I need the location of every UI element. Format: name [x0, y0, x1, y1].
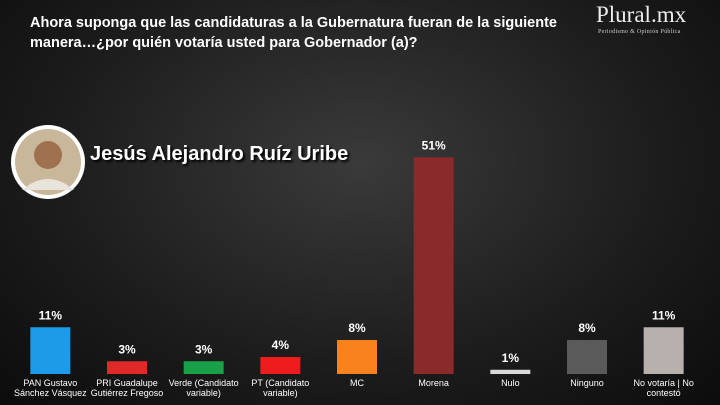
x-label-box: Ninguno: [570, 378, 604, 388]
value-label: 1%: [502, 351, 520, 365]
value-label: 3%: [195, 342, 213, 356]
x-tick-label: No votaría | No contestó: [633, 378, 694, 398]
x-tick-label: PT (Candidato variable): [251, 378, 310, 398]
logo: Plural.mx: [596, 2, 687, 27]
photo-face: [34, 141, 62, 169]
x-tick-label: Nulo: [501, 378, 520, 388]
bar: [107, 361, 147, 374]
x-tick-label: MC: [350, 378, 364, 388]
x-label-box: PAN Gustavo Sánchez Vásquez: [14, 378, 87, 398]
bar: [260, 357, 301, 374]
bar: [643, 327, 684, 374]
value-label: 51%: [422, 138, 446, 152]
value-label: 11%: [652, 308, 676, 322]
x-label-box: No votaría | No contestó: [633, 378, 694, 398]
bar: [337, 340, 377, 374]
value-label: 3%: [118, 342, 136, 356]
value-label: 4%: [272, 338, 290, 352]
title: Ahora suponga que las candidaturas a la …: [30, 15, 557, 51]
x-label-box: Verde (Candidato variable): [168, 378, 239, 398]
bar: [183, 361, 224, 374]
value-label: 11%: [39, 308, 63, 322]
bar: [413, 157, 454, 374]
x-tick-label: PAN Gustavo Sánchez Vásquez: [14, 378, 87, 398]
bar: [490, 369, 531, 374]
x-label-box: Nulo: [501, 378, 520, 388]
logo-tagline: Periodismo & Opinión Pública: [598, 29, 681, 35]
value-label: 8%: [348, 321, 366, 335]
candidate-name: Jesús Alejandro Ruíz Uribe: [90, 143, 349, 165]
x-tick-label: Morena: [418, 378, 449, 388]
x-label-box: PT (Candidato variable): [251, 378, 310, 398]
x-label-box: Morena: [418, 378, 449, 388]
bar: [30, 327, 71, 374]
value-label: 8%: [578, 321, 596, 335]
x-tick-label: Ninguno: [570, 378, 604, 388]
x-tick-label: PRI Guadalupe Gutiérrez Fregoso: [90, 378, 164, 398]
x-label-box: MC: [350, 378, 364, 388]
bar: [567, 340, 607, 374]
photo-shirt: [22, 179, 74, 190]
x-label-box: PRI Guadalupe Gutiérrez Fregoso: [90, 378, 164, 398]
x-tick-label: Verde (Candidato variable): [168, 378, 239, 398]
